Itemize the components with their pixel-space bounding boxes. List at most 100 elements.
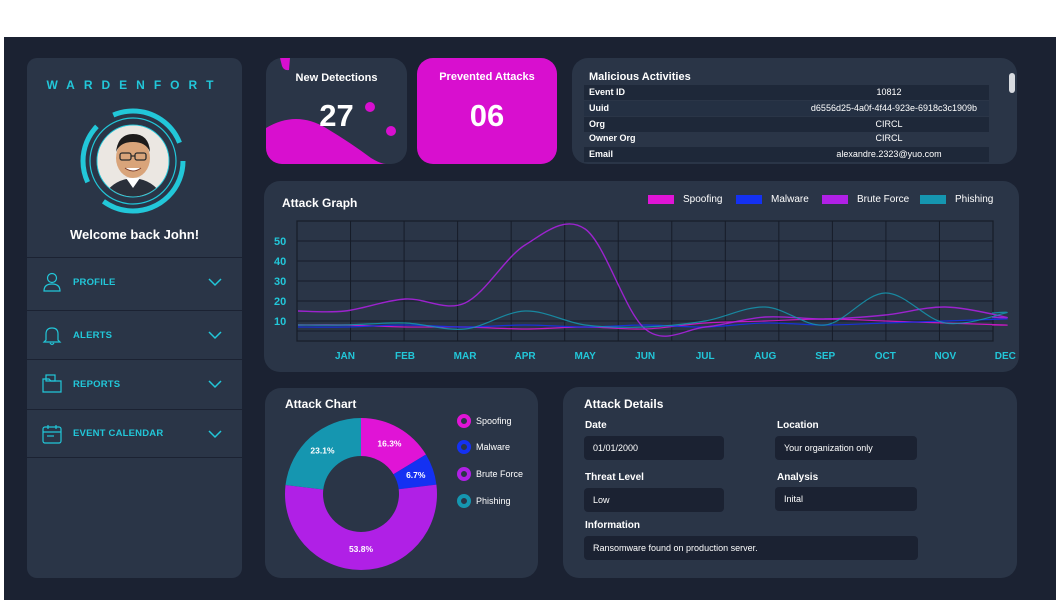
folder-icon	[42, 374, 62, 393]
legend-swatch	[648, 195, 674, 204]
legend-dot-icon	[457, 467, 471, 481]
attack-graph-title: Attack Graph	[282, 196, 358, 210]
x-tick-label: JUL	[696, 351, 715, 362]
x-tick-label: FEB	[395, 351, 415, 362]
y-tick-label: 30	[274, 276, 286, 288]
legend-dot-icon	[457, 414, 471, 428]
sidebar-item-label: EVENT CALENDAR	[73, 428, 164, 439]
pie-legend-malware: Malware	[457, 440, 510, 454]
legend-phishing: Phishing	[920, 194, 993, 205]
legend-label: Spoofing	[476, 416, 512, 426]
sidebar-item-label: PROFILE	[73, 276, 116, 288]
avatar-ring-icon	[80, 108, 186, 214]
attack-donut-chart: 16.3% 6.7% 53.8% 23.1%	[285, 418, 437, 570]
date-field[interactable]: 01/01/2000	[584, 436, 724, 460]
row-key: Org	[589, 119, 606, 129]
malicious-activities-card: Malicious Activities Event ID 10812 Uuid…	[572, 58, 1017, 164]
legend-label: Phishing	[476, 496, 511, 506]
table-row: Event ID 10812	[584, 85, 989, 100]
analysis-field[interactable]: Inital	[775, 487, 917, 511]
chevron-down-icon[interactable]	[208, 330, 222, 340]
x-tick-label: APR	[515, 351, 537, 362]
pie-legend-phishing: Phishing	[457, 494, 511, 508]
attack-chart-card: Attack Chart 16.3% 6.7% 53.8% 23.1% Spoofin…	[265, 388, 538, 578]
x-tick-label: AUG	[754, 351, 776, 362]
chevron-down-icon[interactable]	[208, 379, 222, 389]
legend-label: Malware	[476, 442, 511, 452]
sidebar-item-event-calendar[interactable]: EVENT CALENDAR	[27, 409, 242, 458]
legend-label: Brute Force	[857, 194, 910, 205]
information-label: Information	[585, 520, 640, 531]
sidebar-item-reports[interactable]: REPORTS	[27, 359, 242, 408]
row-value: 10812	[876, 87, 902, 97]
threat-level-field[interactable]: Low	[584, 488, 724, 512]
detections-blob-decoration	[266, 58, 396, 164]
chevron-down-icon[interactable]	[208, 277, 222, 287]
location-field[interactable]: Your organization only	[775, 436, 917, 460]
pie-data-label: 6.7%	[406, 470, 426, 480]
legend-brute-force: Brute Force	[822, 194, 909, 205]
pie-legend-spoofing: Spoofing	[457, 414, 512, 428]
welcome-message: Welcome back John!	[69, 227, 200, 242]
x-tick-label: SEP	[815, 351, 835, 362]
row-key: Uuid	[589, 103, 609, 113]
information-field[interactable]: Ransomware found on production server.	[584, 536, 918, 560]
y-tick-label: 40	[274, 256, 286, 268]
legend-swatch	[822, 195, 848, 204]
bell-icon	[42, 327, 62, 346]
legend-swatch	[920, 195, 946, 204]
sidebar-item-alerts[interactable]: ALERTS	[27, 310, 242, 359]
scrollbar-thumb[interactable]	[1009, 73, 1015, 93]
x-tick-label: JAN	[335, 351, 355, 362]
attack-details-card: Attack Details Date 01/01/2000 Location …	[563, 387, 1017, 578]
sidebar-item-label: ALERTS	[73, 329, 113, 341]
legend-label: Spoofing	[683, 194, 723, 205]
legend-label: Phishing	[955, 194, 994, 205]
x-tick-label: DEC	[995, 351, 1016, 362]
series-line-phishing[interactable]	[297, 292, 1008, 330]
x-tick-label: MAY	[574, 351, 596, 362]
x-tick-label: NOV	[934, 351, 956, 362]
attack-graph-card: Attack Graph Spoofing Malware Brute Forc…	[264, 181, 1019, 372]
user-icon	[43, 272, 61, 292]
row-key: Event ID	[589, 87, 626, 97]
avatar[interactable]	[80, 108, 186, 214]
prevented-attacks-value: 06	[469, 98, 505, 133]
legend-swatch	[736, 195, 762, 204]
attack-details-title: Attack Details	[584, 397, 664, 411]
row-value: alexandre.2323@yuo.com	[836, 149, 942, 159]
pie-data-label: 16.3%	[377, 438, 402, 448]
pie-data-label: 53.8%	[349, 544, 374, 554]
new-detections-card[interactable]: New Detections 27	[266, 58, 407, 164]
pie-slice-spoofing[interactable]	[361, 418, 426, 475]
prevented-attacks-card[interactable]: Prevented Attacks 06	[417, 58, 557, 164]
pie-data-label: 23.1%	[310, 446, 335, 456]
row-value: CIRCL	[875, 119, 903, 129]
chevron-down-icon[interactable]	[208, 429, 222, 439]
y-tick-label: 50	[274, 236, 286, 248]
prevented-attacks-title: Prevented Attacks	[439, 71, 535, 83]
calendar-icon	[42, 424, 62, 444]
row-value: CIRCL	[875, 133, 903, 143]
table-row: Email alexandre.2323@yuo.com	[584, 147, 989, 162]
table-row: Org CIRCL	[584, 117, 989, 132]
y-tick-label: 20	[274, 296, 286, 308]
attack-line-chart: 10 20 30 40 50 JAN FEB MAR APR MAY JUN JUL AUG SEP OCT…	[274, 220, 1016, 362]
table-row: Owner Org CIRCL	[584, 131, 989, 146]
row-value: d6556d25-4a0f-4f44-923e-6918c3c1909b	[810, 103, 978, 113]
pie-slice-phishing[interactable]	[285, 418, 361, 490]
analysis-label: Analysis	[777, 472, 819, 483]
row-key: Email	[589, 149, 614, 159]
legend-dot-icon	[457, 440, 471, 454]
pie-legend-brute-force: Brute Force	[457, 467, 523, 481]
threat-level-label: Threat Level	[585, 472, 644, 483]
pie-slice-malware[interactable]	[393, 454, 437, 490]
sidebar-item-profile[interactable]: PROFILE	[27, 257, 242, 306]
pie-slice-brute-force[interactable]	[285, 484, 437, 570]
series-line-brute-force[interactable]	[297, 223, 1008, 337]
legend-dot-icon	[457, 494, 471, 508]
x-tick-label: OCT	[875, 351, 896, 362]
date-label: Date	[585, 420, 607, 431]
brand-logo: WARDENFORT	[46, 78, 223, 92]
sidebar-item-label: REPORTS	[73, 378, 121, 390]
